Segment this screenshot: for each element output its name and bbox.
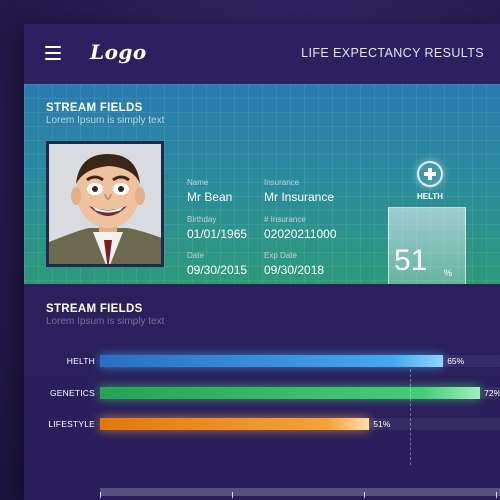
bar-value-label: 51% bbox=[373, 419, 391, 429]
field-value: 09/30/2015 bbox=[187, 263, 248, 277]
profile-section: STREAM FIELDS Lorem Ipsum is simply text bbox=[24, 84, 500, 284]
field-value: Mr Bean bbox=[187, 190, 233, 204]
field-value: Mr Insurance bbox=[264, 190, 335, 204]
x-axis bbox=[100, 488, 500, 496]
field-label: # Insurance bbox=[264, 215, 306, 224]
profile-section-subtitle: Lorem Ipsum is simply text bbox=[46, 115, 165, 126]
profile-section-title: STREAM FIELDS bbox=[46, 102, 143, 114]
stats-section-subtitle: Lorem Ipsum is simply text bbox=[46, 316, 165, 327]
bar[interactable] bbox=[100, 355, 444, 367]
medical-cross-icon[interactable] bbox=[417, 161, 443, 187]
field-name: Name Mr Bean bbox=[187, 178, 277, 204]
bar-label: GENETICS bbox=[49, 388, 95, 398]
stats-section: STREAM FIELDS Lorem Ipsum is simply text… bbox=[24, 284, 500, 500]
portrait-image bbox=[49, 144, 161, 264]
health-label: HELTH bbox=[416, 192, 444, 201]
bar-row: GENETICS 72% bbox=[24, 383, 500, 403]
bar-row: HELTH 65% bbox=[24, 351, 500, 371]
main-panel: Logo LIFE EXPECTANCY RESULTS STREAM FIEL… bbox=[24, 24, 500, 500]
x-tick bbox=[100, 492, 101, 498]
bar-value-label: 72% bbox=[484, 388, 500, 398]
health-unit: % bbox=[444, 268, 453, 278]
bar[interactable] bbox=[100, 387, 481, 399]
stats-section-title: STREAM FIELDS bbox=[46, 303, 143, 315]
bar-row: LIFESTYLE 51% bbox=[24, 414, 500, 434]
health-card bbox=[388, 207, 466, 284]
health-widget: HELTH 51 % bbox=[374, 159, 494, 284]
menu-icon[interactable] bbox=[45, 46, 61, 60]
top-bar: Logo LIFE EXPECTANCY RESULTS bbox=[24, 24, 500, 84]
field-label: Date bbox=[187, 251, 204, 260]
field-label: Insurance bbox=[264, 178, 300, 187]
bar-label: LIFESTYLE bbox=[48, 419, 95, 429]
profile-photo bbox=[46, 141, 164, 267]
field-exp-date: Exp Date 09/30/2018 bbox=[264, 251, 354, 277]
field-insurance-number: # Insurance 02020211000 bbox=[264, 215, 354, 241]
field-label: Birthday bbox=[187, 215, 217, 224]
bar-label: HELTH bbox=[66, 356, 95, 366]
field-label: Name bbox=[187, 178, 209, 187]
x-tick bbox=[364, 492, 365, 498]
health-value: 51 bbox=[394, 244, 428, 277]
page-title: LIFE EXPECTANCY RESULTS bbox=[301, 46, 484, 60]
field-birthday: Birthday 01/01/1965 bbox=[187, 215, 277, 241]
field-insurance: Insurance Mr Insurance bbox=[264, 178, 354, 204]
field-value: 01/01/1965 bbox=[187, 227, 248, 241]
x-tick bbox=[232, 492, 233, 498]
logo[interactable]: Logo bbox=[90, 40, 147, 64]
x-tick bbox=[496, 492, 497, 498]
field-label: Exp Date bbox=[264, 251, 297, 260]
field-value: 09/30/2018 bbox=[264, 263, 325, 277]
field-date: Date 09/30/2015 bbox=[187, 251, 277, 277]
bar-value-label: 65% bbox=[447, 356, 465, 366]
field-value: 02020211000 bbox=[264, 227, 337, 241]
reference-line bbox=[410, 369, 411, 465]
bar[interactable] bbox=[100, 418, 370, 430]
